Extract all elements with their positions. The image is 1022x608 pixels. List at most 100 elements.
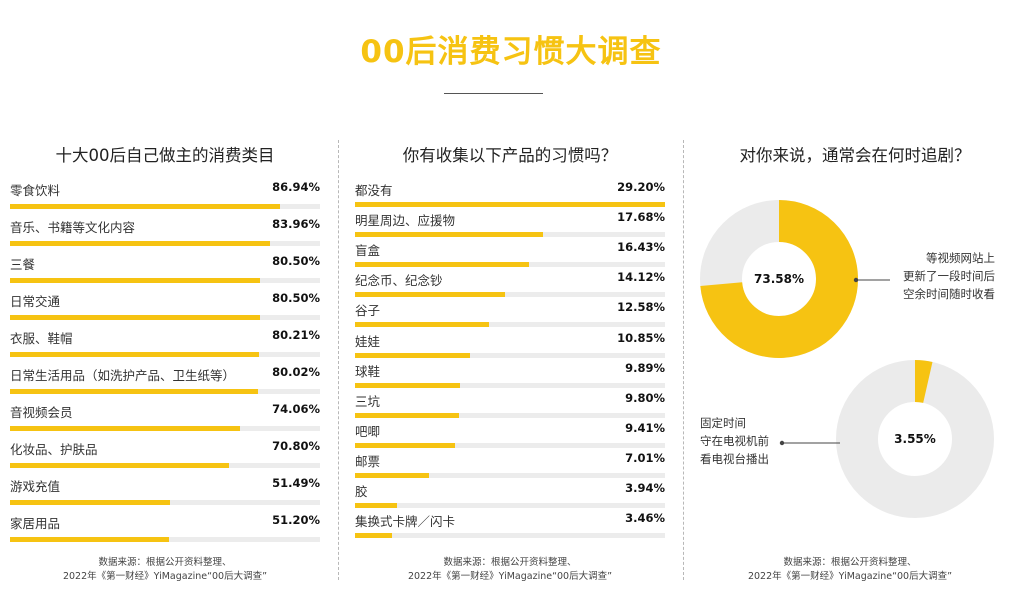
bar-category-label: 胶 — [355, 484, 368, 499]
bar-value-label: 51.20% — [272, 513, 320, 527]
bar-value-label: 16.43% — [617, 240, 665, 255]
collection-bar-chart: 都没有 29.20% 明星周边、应援物 17.68% 盲盒 16.43% 纪念币、纪念钞 14… — [355, 180, 665, 545]
bar — [10, 241, 271, 246]
bar-track — [355, 472, 665, 478]
bar — [10, 537, 169, 542]
bar-row: 盲盒 16.43% — [355, 240, 665, 270]
bar-row: 三餐 80.50% — [10, 254, 320, 291]
bar — [355, 232, 543, 238]
bar-row: 集换式卡牌／闪卡 3.46% — [355, 511, 665, 541]
bar-category-label: 集换式卡牌／闪卡 — [355, 514, 456, 530]
source-line: 数据来源：根据公开资料整理、 — [443, 557, 577, 568]
bar — [355, 262, 530, 268]
bar-row: 音视频会员 74.06% — [10, 402, 320, 439]
panel2-source: 数据来源：根据公开资料整理、 2022年《第一财经》YiMagazine“00后… — [355, 556, 665, 584]
bar-category-label: 邮票 — [355, 453, 381, 469]
bar-track — [355, 533, 665, 539]
bar-track — [355, 412, 665, 418]
bar-category-label: 吧唧 — [355, 423, 381, 439]
bar-category-label: 纪念币、纪念钞 — [355, 273, 443, 289]
bar-category-label: 家居用品 — [10, 516, 61, 531]
bar-track — [10, 426, 320, 431]
bar-row: 纪念币、纪念钞 14.12% — [355, 270, 665, 300]
bar-value-label: 29.20% — [617, 180, 665, 194]
bar-category-label: 化妆品、护肤品 — [10, 442, 98, 457]
source-line: 数据来源：根据公开资料整理、 — [98, 557, 232, 568]
bar-category-label: 都没有 — [355, 183, 393, 198]
donut2-value-label: 3.55% — [894, 432, 936, 446]
bar — [355, 503, 397, 508]
bar — [355, 412, 460, 418]
bar-row: 谷子 12.58% — [355, 300, 665, 330]
bar-value-label: 17.68% — [617, 210, 665, 225]
donut-chart-2: 3.55% — [836, 360, 994, 518]
bar — [10, 204, 280, 209]
bar-value-label: 80.02% — [272, 365, 320, 379]
bar-track — [355, 503, 665, 508]
bar-value-label: 9.41% — [625, 420, 665, 435]
bar-value-label: 9.89% — [625, 360, 665, 375]
bar-row: 日常生活用品（如洗护产品、卫生纸等） 80.02% — [10, 365, 320, 402]
column-divider-2 — [683, 140, 684, 580]
source-line: 数据来源：根据公开资料整理、 — [783, 557, 917, 568]
bar — [355, 202, 665, 207]
bar-row: 娃娃 10.85% — [355, 331, 665, 361]
bar-value-label: 70.80% — [272, 439, 320, 453]
panel3-title: 对你来说，通常会在何时追剧？ — [739, 146, 971, 165]
title-underline — [444, 93, 543, 94]
bar — [10, 389, 259, 394]
bar-row: 都没有 29.20% — [355, 180, 665, 210]
bar — [355, 382, 460, 388]
note-line: 固定时间 — [700, 416, 746, 430]
bar-row: 邮票 7.01% — [355, 451, 665, 481]
panel1-source: 数据来源：根据公开资料整理、 2022年《第一财经》YiMagazine“00后… — [10, 556, 320, 584]
bar-category-label: 娃娃 — [355, 333, 381, 349]
donut1-note: 等视频网站上 更新了一段时间后 空余时间随时收看 — [880, 249, 995, 303]
bar-category-label: 球鞋 — [355, 363, 381, 379]
donut1-slice — [700, 200, 858, 358]
bar-category-label: 三坑 — [355, 393, 381, 409]
bar-row: 三坑 9.80% — [355, 391, 665, 421]
bar — [355, 352, 471, 358]
bar-track — [10, 463, 320, 468]
bar-row: 游戏充值 51.49% — [10, 476, 320, 513]
bar-track — [355, 292, 665, 298]
bar-track — [355, 322, 665, 328]
source-line: 2022年《第一财经》YiMagazine“00后大调查” — [747, 571, 953, 582]
bar-row: 明星周边、应援物 17.68% — [355, 210, 665, 240]
bar — [355, 472, 430, 478]
bar-track — [355, 352, 665, 358]
source-line: 2022年《第一财经》YiMagazine“00后大调查” — [62, 571, 268, 582]
bar-value-label: 51.49% — [272, 476, 320, 490]
bar-track — [10, 241, 320, 246]
source-line: 2022年《第一财经》YiMagazine“00后大调查” — [407, 571, 613, 582]
bar — [355, 292, 505, 298]
panel3-source: 数据来源：根据公开资料整理、 2022年《第一财经》YiMagazine“00后… — [690, 556, 1010, 584]
donut-chart-1: 73.58% — [700, 200, 858, 358]
bar-category-label: 音视频会员 — [10, 405, 73, 420]
bar-row: 衣服、鞋帽 80.21% — [10, 328, 320, 365]
bar-track — [355, 262, 665, 268]
bar-category-label: 零食饮料 — [10, 183, 61, 198]
bar — [355, 442, 455, 448]
bar-value-label: 10.85% — [617, 330, 665, 345]
bar-category-label: 衣服、鞋帽 — [10, 331, 73, 346]
bar-track — [355, 442, 665, 448]
bar-track — [10, 204, 320, 209]
bar-row: 音乐、书籍等文化内容 83.96% — [10, 217, 320, 254]
bar-row: 化妆品、护肤品 70.80% — [10, 439, 320, 476]
bar — [10, 278, 260, 283]
bar-track — [355, 202, 665, 207]
bar-value-label: 9.80% — [625, 390, 665, 405]
bar-row: 日常交通 80.50% — [10, 291, 320, 328]
note-line: 看电视台播出 — [700, 452, 769, 466]
donut1-leader-line — [853, 277, 890, 283]
bar — [355, 322, 489, 328]
bar-value-label: 80.50% — [272, 291, 320, 305]
bar-track — [355, 382, 665, 388]
bar-row: 家居用品 51.20% — [10, 513, 320, 550]
bar-track — [10, 500, 320, 505]
bar-category-label: 盲盒 — [355, 243, 381, 259]
donut2-note: 固定时间 守在电视机前 看电视台播出 — [700, 414, 810, 468]
bar — [10, 352, 259, 357]
